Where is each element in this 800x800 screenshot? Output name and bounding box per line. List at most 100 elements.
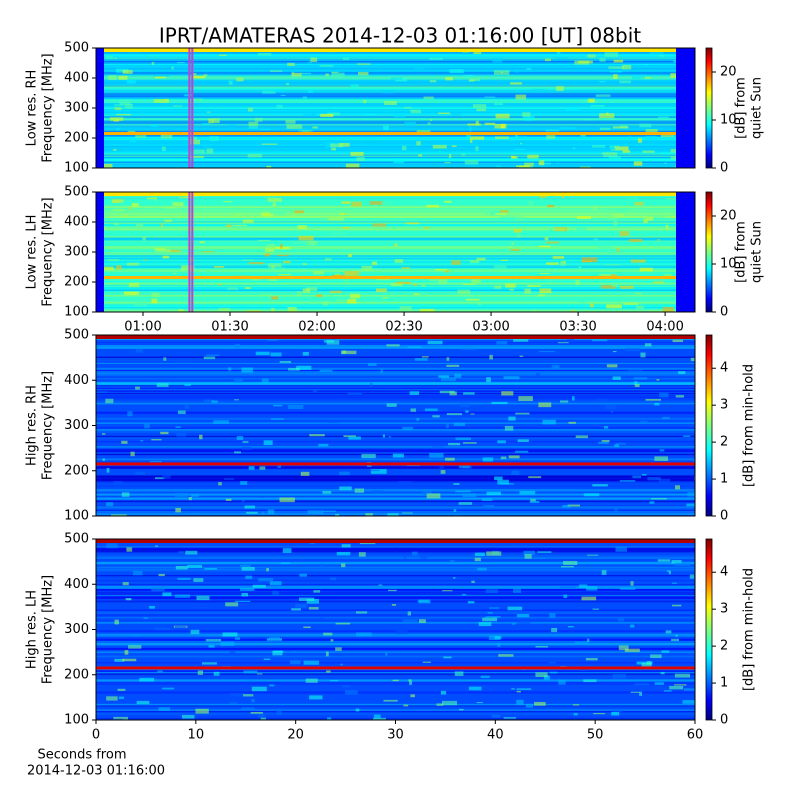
spectrogram-patch [144, 424, 150, 429]
spectrogram-edge [96, 192, 104, 312]
spectrogram-patch [519, 355, 524, 357]
spectrogram-patch [153, 196, 157, 201]
spectrogram-patch [280, 243, 283, 249]
spectrogram-patch [113, 104, 124, 106]
colorbar-tick-label: 1 [720, 472, 728, 487]
spectrogram-patch [143, 259, 148, 261]
spectrogram-patch [240, 564, 251, 567]
spectrogram-patch [544, 237, 549, 241]
spectrogram-patch [402, 512, 413, 514]
spectrogram-patch [171, 66, 174, 70]
spectrogram-patch [476, 108, 487, 112]
spectrogram-patch [523, 550, 535, 555]
spectrogram-patch [538, 402, 552, 408]
spectrogram-stripe [96, 289, 695, 291]
spectrogram-patch [539, 194, 547, 198]
spectrogram-patch [382, 434, 386, 438]
spectrogram-patch [320, 563, 324, 568]
spectrogram-patch [313, 590, 321, 593]
spectrogram-patch [212, 118, 220, 123]
spectrogram-patch [408, 679, 412, 682]
spectrogram-patch [498, 654, 514, 657]
spectrogram-patch [261, 378, 269, 383]
spectrogram-patch [476, 257, 486, 261]
y-axis-label: High res. RH [25, 385, 40, 466]
spectrogram-patch [156, 383, 169, 387]
spectrogram-patch [407, 346, 422, 348]
spectrogram-patch [657, 559, 671, 562]
spectrogram-patch [260, 293, 273, 296]
spectrogram-patch [335, 647, 342, 651]
spectrogram-patch [595, 94, 611, 97]
spectrogram-patch [644, 343, 652, 347]
spectrogram-patch [306, 598, 319, 604]
spectrogram-patch [106, 696, 118, 701]
spectrogram-patch [105, 55, 113, 60]
spectrogram-patch [444, 162, 451, 164]
spectrogram-patch [516, 699, 524, 705]
spectrogram-patch [190, 136, 198, 140]
spectrogram-patch [591, 338, 608, 342]
spectrogram-patch [126, 547, 133, 552]
spectrogram-edge [676, 192, 695, 312]
spectrogram-patch [132, 570, 143, 576]
spectrogram-patch [516, 136, 528, 138]
spectrogram-patch [208, 118, 214, 124]
spectrogram-stripe [96, 378, 695, 380]
spectrogram-patch [350, 293, 361, 299]
spectrogram-stripe [96, 97, 695, 99]
spectrogram-patch [248, 126, 258, 129]
spectrogram-patch [619, 480, 636, 482]
spectrogram-patch [454, 373, 462, 378]
spectrogram-patch [683, 688, 695, 691]
spectrogram-patch [354, 488, 365, 493]
spectrogram-patch [242, 219, 254, 223]
spectrogram-patch [658, 116, 669, 119]
spectrogram-stripe [96, 272, 695, 274]
spectrogram-patch [309, 434, 325, 437]
spectrogram-patch [268, 637, 280, 639]
spectrogram-patch [390, 77, 403, 80]
colorbar-label: [dB] from min-hold [742, 364, 757, 487]
spectrogram-patch [340, 663, 343, 666]
spectrogram-stripe [96, 446, 695, 448]
spectrogram-patch [500, 259, 509, 262]
spectrogram-patch [622, 64, 632, 70]
spectrogram-patch [347, 299, 357, 304]
spectrogram-patch [258, 714, 265, 718]
spectrogram-stripe [96, 585, 695, 589]
spectrogram-edge [676, 48, 695, 168]
spectrogram-patch [556, 86, 564, 91]
spectrogram [96, 192, 695, 312]
spectrogram-patch [465, 410, 469, 413]
spectrogram-patch [258, 496, 266, 498]
spectrogram-patch [543, 675, 550, 680]
spectrogram-patch [338, 142, 350, 147]
spectrogram-stripe [96, 162, 695, 165]
spectrogram-patch [675, 634, 678, 637]
spectrogram-patch [469, 260, 480, 264]
x-tick-label: 40 [487, 728, 504, 743]
spectrogram-stripe [96, 61, 695, 65]
spectrogram-band [96, 276, 695, 279]
spectrogram-patch [356, 157, 365, 162]
spectrogram-patch [388, 436, 392, 438]
spectrogram-patch [641, 662, 652, 668]
spectrogram-stripe [96, 309, 695, 312]
spectrogram-patch [512, 622, 516, 625]
spectrogram-patch [222, 632, 238, 637]
spectrogram-patch [649, 501, 655, 504]
spectrogram-patch [363, 137, 375, 140]
spectrogram-patch [611, 711, 620, 716]
spectrogram-stripe [96, 590, 695, 592]
spectrogram-patch [291, 608, 301, 611]
spectrogram-patch [140, 440, 144, 442]
y-tick-label: 200 [64, 275, 89, 290]
spectrogram-stripe [96, 505, 695, 509]
spectrogram-stripe [96, 388, 695, 391]
spectrogram-patch [252, 584, 266, 588]
spectrogram-stripe [96, 239, 695, 241]
spectrogram-patch [173, 105, 183, 107]
spectrogram-patch [130, 634, 140, 636]
y-tick-label: 400 [64, 215, 89, 230]
